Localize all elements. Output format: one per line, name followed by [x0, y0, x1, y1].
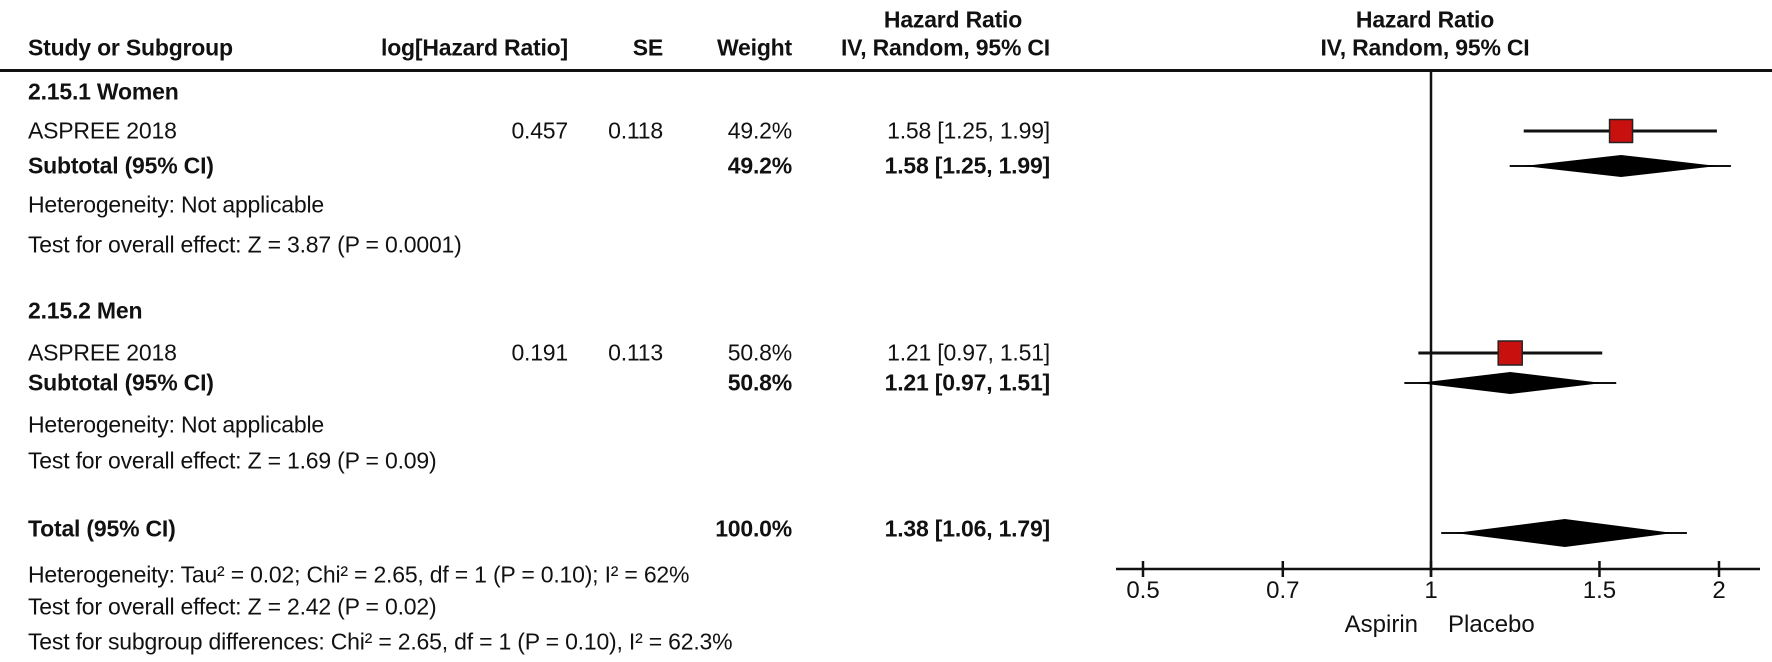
pooled-diamond	[1523, 155, 1717, 177]
axis-tick-label: 1.5	[1583, 577, 1616, 604]
weight-value: 50.8%	[727, 369, 792, 396]
header-divider	[0, 69, 1772, 72]
ci-value: 1.58 [1.25, 1.99]	[887, 117, 1050, 144]
stat-text: Test for overall effect: Z = 3.87 (P = 0…	[28, 231, 462, 258]
weight-value: 50.8%	[727, 339, 792, 366]
effect-square	[1608, 118, 1634, 144]
subgroup-title: 2.15.1 Women	[28, 78, 179, 105]
se-value: 0.118	[608, 117, 663, 144]
axis-tick-label: 1	[1424, 577, 1437, 604]
axis-label-aspirin: Aspirin	[1345, 611, 1418, 638]
plot-header-ci: IV, Random, 95% CI	[1320, 34, 1530, 61]
stat-text: Test for overall effect: Z = 1.69 (P = 0…	[28, 447, 437, 474]
se-value: 0.113	[608, 339, 663, 366]
axis-label-placebo: Placebo	[1448, 611, 1535, 638]
column-header-se: SE	[632, 34, 663, 61]
subtotal-label: Subtotal (95% CI)	[28, 369, 214, 396]
study-label: ASPREE 2018	[28, 339, 177, 366]
pooled-diamond	[1418, 372, 1603, 394]
pooled-diamond	[1455, 519, 1673, 547]
axis-tick-label: 0.5	[1126, 577, 1159, 604]
plot-header-hazard-ratio: Hazard Ratio	[1355, 6, 1495, 33]
effect-square	[1497, 340, 1523, 366]
ci-value: 1.21 [0.97, 1.51]	[887, 339, 1050, 366]
column-header-study: Study or Subgroup	[28, 34, 233, 61]
column-header-ci: IV, Random, 95% CI	[840, 34, 1050, 61]
weight-value: 49.2%	[727, 117, 792, 144]
study-label: ASPREE 2018	[28, 117, 177, 144]
subtotal-label: Subtotal (95% CI)	[28, 152, 214, 179]
total-label: Total (95% CI)	[28, 515, 176, 542]
ci-value: 1.21 [0.97, 1.51]	[884, 369, 1051, 396]
ci-value: 1.38 [1.06, 1.79]	[884, 515, 1051, 542]
column-header-loghr: log[Hazard Ratio]	[381, 34, 568, 61]
axis-tick-label: 2	[1712, 577, 1725, 604]
stat-text: Heterogeneity: Not applicable	[28, 411, 324, 438]
column-header-hazard-ratio: Hazard Ratio	[883, 6, 1023, 33]
stat-text: Heterogeneity: Tau² = 0.02; Chi² = 2.65,…	[28, 561, 690, 588]
loghr-value: 0.191	[511, 339, 568, 366]
stat-text: Heterogeneity: Not applicable	[28, 191, 324, 218]
loghr-value: 0.457	[511, 117, 568, 144]
axis-tick-label: 0.7	[1266, 577, 1299, 604]
stat-text: Test for subgroup differences: Chi² = 2.…	[28, 628, 733, 655]
weight-value: 100.0%	[715, 515, 792, 542]
ci-value: 1.58 [1.25, 1.99]	[884, 152, 1051, 179]
stat-text: Test for overall effect: Z = 2.42 (P = 0…	[28, 593, 437, 620]
subgroup-title: 2.15.2 Men	[28, 297, 143, 324]
weight-value: 49.2%	[727, 152, 792, 179]
column-header-weight: Weight	[716, 34, 792, 61]
